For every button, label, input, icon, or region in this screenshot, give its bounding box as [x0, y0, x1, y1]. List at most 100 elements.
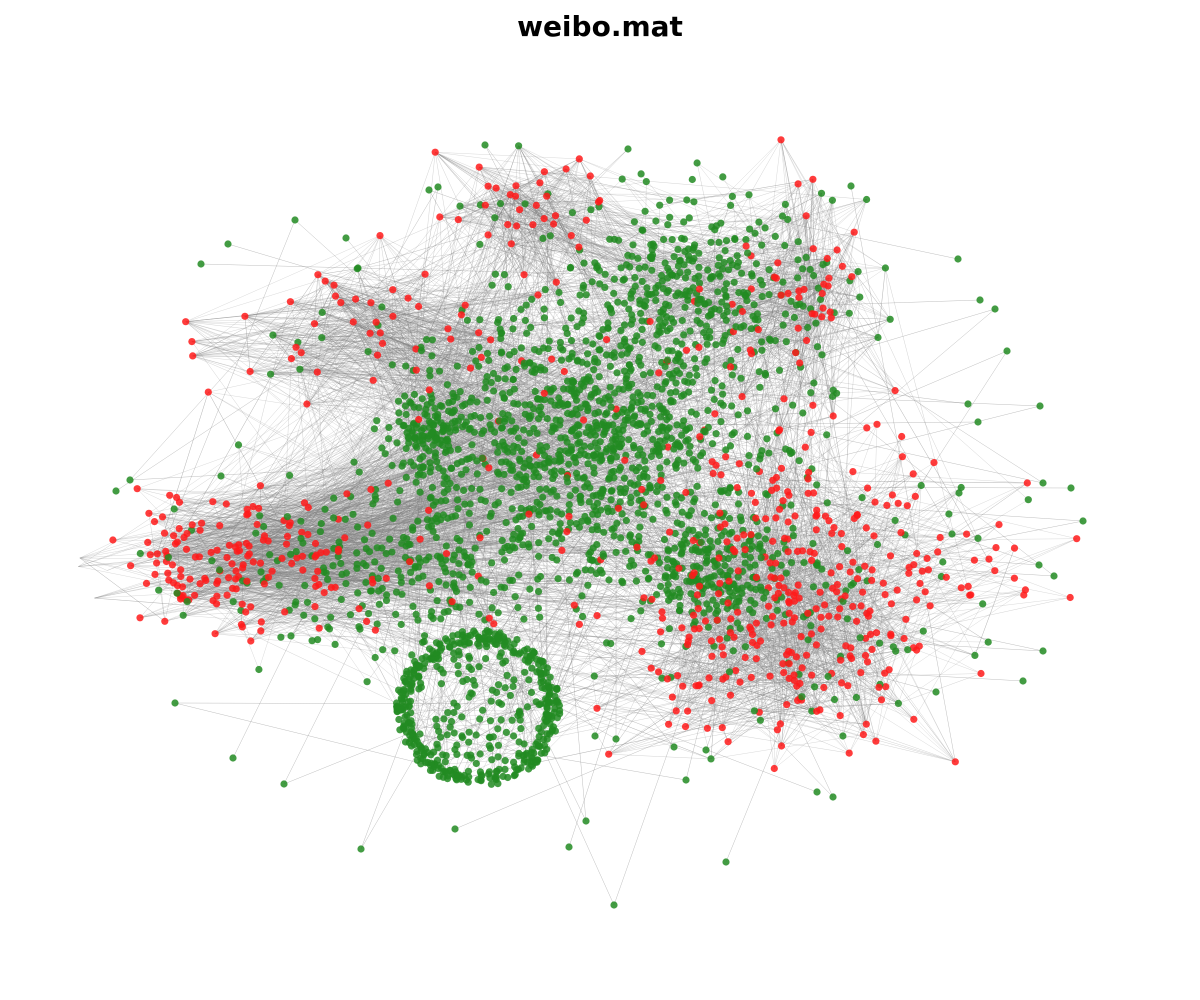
graph-edge [340, 302, 381, 334]
graph-edge [255, 413, 426, 534]
graph-edge [811, 633, 882, 700]
graph-edge [148, 513, 285, 521]
graph-edge [289, 475, 409, 545]
graph-edge [150, 466, 424, 555]
graph-edge [186, 533, 236, 580]
graph-edge [758, 548, 907, 620]
graph-edge [356, 322, 817, 554]
graph-edge [756, 305, 797, 580]
graph-edge [413, 327, 808, 425]
graph-edge [719, 638, 851, 657]
graph-edge [866, 553, 917, 614]
graph-edge [335, 295, 914, 720]
graph-edge [182, 564, 244, 588]
graph-edge [692, 487, 868, 551]
figure-title: weibo.mat [517, 10, 683, 43]
graph-edge [303, 594, 657, 616]
graph-edge [392, 316, 422, 351]
graph-edge [394, 314, 815, 651]
graph-edge [421, 430, 745, 555]
graph-edge [450, 286, 636, 340]
graph-edge [406, 687, 543, 716]
graph-edge [201, 166, 480, 524]
graph-edge [291, 302, 341, 359]
graph-edge [638, 268, 664, 428]
graph-edge [268, 274, 426, 578]
graph-edge [214, 516, 288, 634]
graph-edge [515, 196, 669, 585]
graph-edge [431, 585, 588, 617]
graph-edge [696, 320, 727, 450]
graph-edge [608, 678, 723, 755]
graph-edge [730, 551, 798, 620]
graph-edge [431, 398, 722, 536]
graph-edge [182, 503, 227, 587]
graph-edge [687, 654, 724, 712]
graph-edge [641, 651, 790, 679]
graph-edge [408, 624, 694, 680]
graph-edge [272, 334, 846, 647]
graph-edge [249, 545, 638, 551]
graph-edge [479, 166, 534, 225]
graph-edge [300, 285, 335, 353]
graph-edge [842, 595, 970, 737]
graph-edge [776, 179, 814, 279]
graph-edge [849, 313, 896, 391]
graph-edge [191, 341, 463, 718]
graph-edge [877, 267, 886, 338]
graph-edge [418, 419, 669, 725]
graph-edge [249, 274, 319, 372]
graph-edge [590, 396, 898, 591]
graph-edge [606, 586, 730, 644]
graph-edge [811, 616, 838, 712]
graph-edge [836, 297, 861, 592]
graph-edge [208, 391, 297, 552]
graph-edge [478, 666, 544, 682]
graph-edge [314, 234, 489, 324]
graph-edge [654, 205, 660, 346]
graph-edge [730, 308, 824, 633]
graph-edge [357, 268, 466, 306]
graph-edge [429, 220, 657, 377]
graph-edge [725, 365, 890, 670]
graph-edge [622, 178, 733, 265]
graph-edge [544, 171, 572, 236]
graph-edge [732, 196, 800, 298]
graph-edge [335, 289, 393, 297]
graph-edge [306, 322, 377, 405]
graph-edge [139, 569, 181, 618]
graph-edge [263, 539, 880, 644]
graph-edge [668, 678, 723, 725]
graph-edge [191, 341, 416, 350]
graph-edge [779, 319, 891, 430]
graph-edge [916, 485, 922, 554]
graph-edge [689, 179, 813, 219]
graph-edge [392, 465, 917, 554]
graph-edge [518, 145, 643, 602]
graph-edge [400, 566, 416, 625]
graph-edge [448, 225, 517, 447]
graph-edge [290, 579, 328, 637]
graph-edge [812, 179, 815, 384]
graph-edge [352, 514, 394, 519]
graph-edge [173, 194, 511, 536]
graph-edge [805, 215, 831, 313]
graph-edge [409, 168, 567, 403]
graph-edge [290, 301, 491, 341]
graph-edge [723, 654, 803, 697]
graph-edge [472, 561, 519, 576]
graph-edge [594, 671, 730, 677]
graph-edge [836, 249, 891, 320]
graph-edge [232, 478, 525, 589]
graph-edge [183, 407, 419, 616]
graph-edge [518, 145, 541, 183]
graph-edge [538, 311, 743, 729]
graph-edge [487, 234, 544, 349]
graph-edge [801, 232, 855, 697]
graph-edge [306, 364, 393, 405]
graph-edge [516, 168, 567, 227]
graph-edge [330, 563, 364, 618]
graph-edge [776, 487, 970, 596]
graph-edge [355, 235, 381, 300]
graph-edge [158, 589, 438, 601]
